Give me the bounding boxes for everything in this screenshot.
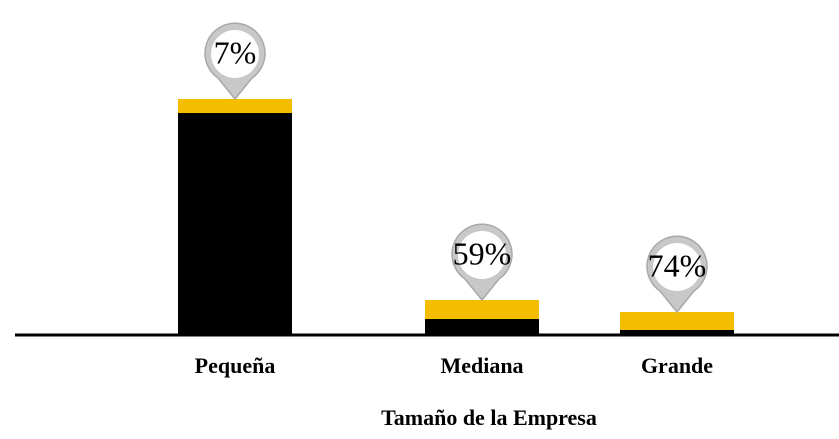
data-label: 74% [648, 247, 707, 283]
x-axis-title: Tamaño de la Empresa [381, 405, 597, 430]
bar-segment [620, 312, 734, 330]
bar-segment [178, 99, 292, 113]
x-tick-label: Grande [641, 353, 713, 378]
label-pin-inner [653, 243, 701, 291]
data-label: 7% [214, 34, 257, 70]
bar-segment [620, 330, 734, 334]
x-tick-label: Mediana [440, 353, 523, 378]
label-pin-inner [458, 231, 506, 279]
bar-segment [178, 113, 292, 334]
label-pin-inner [211, 30, 259, 78]
data-label: 59% [453, 235, 512, 271]
bar-segment [425, 319, 539, 334]
bar-segment [425, 300, 539, 319]
x-tick-label: Pequeña [195, 353, 276, 378]
